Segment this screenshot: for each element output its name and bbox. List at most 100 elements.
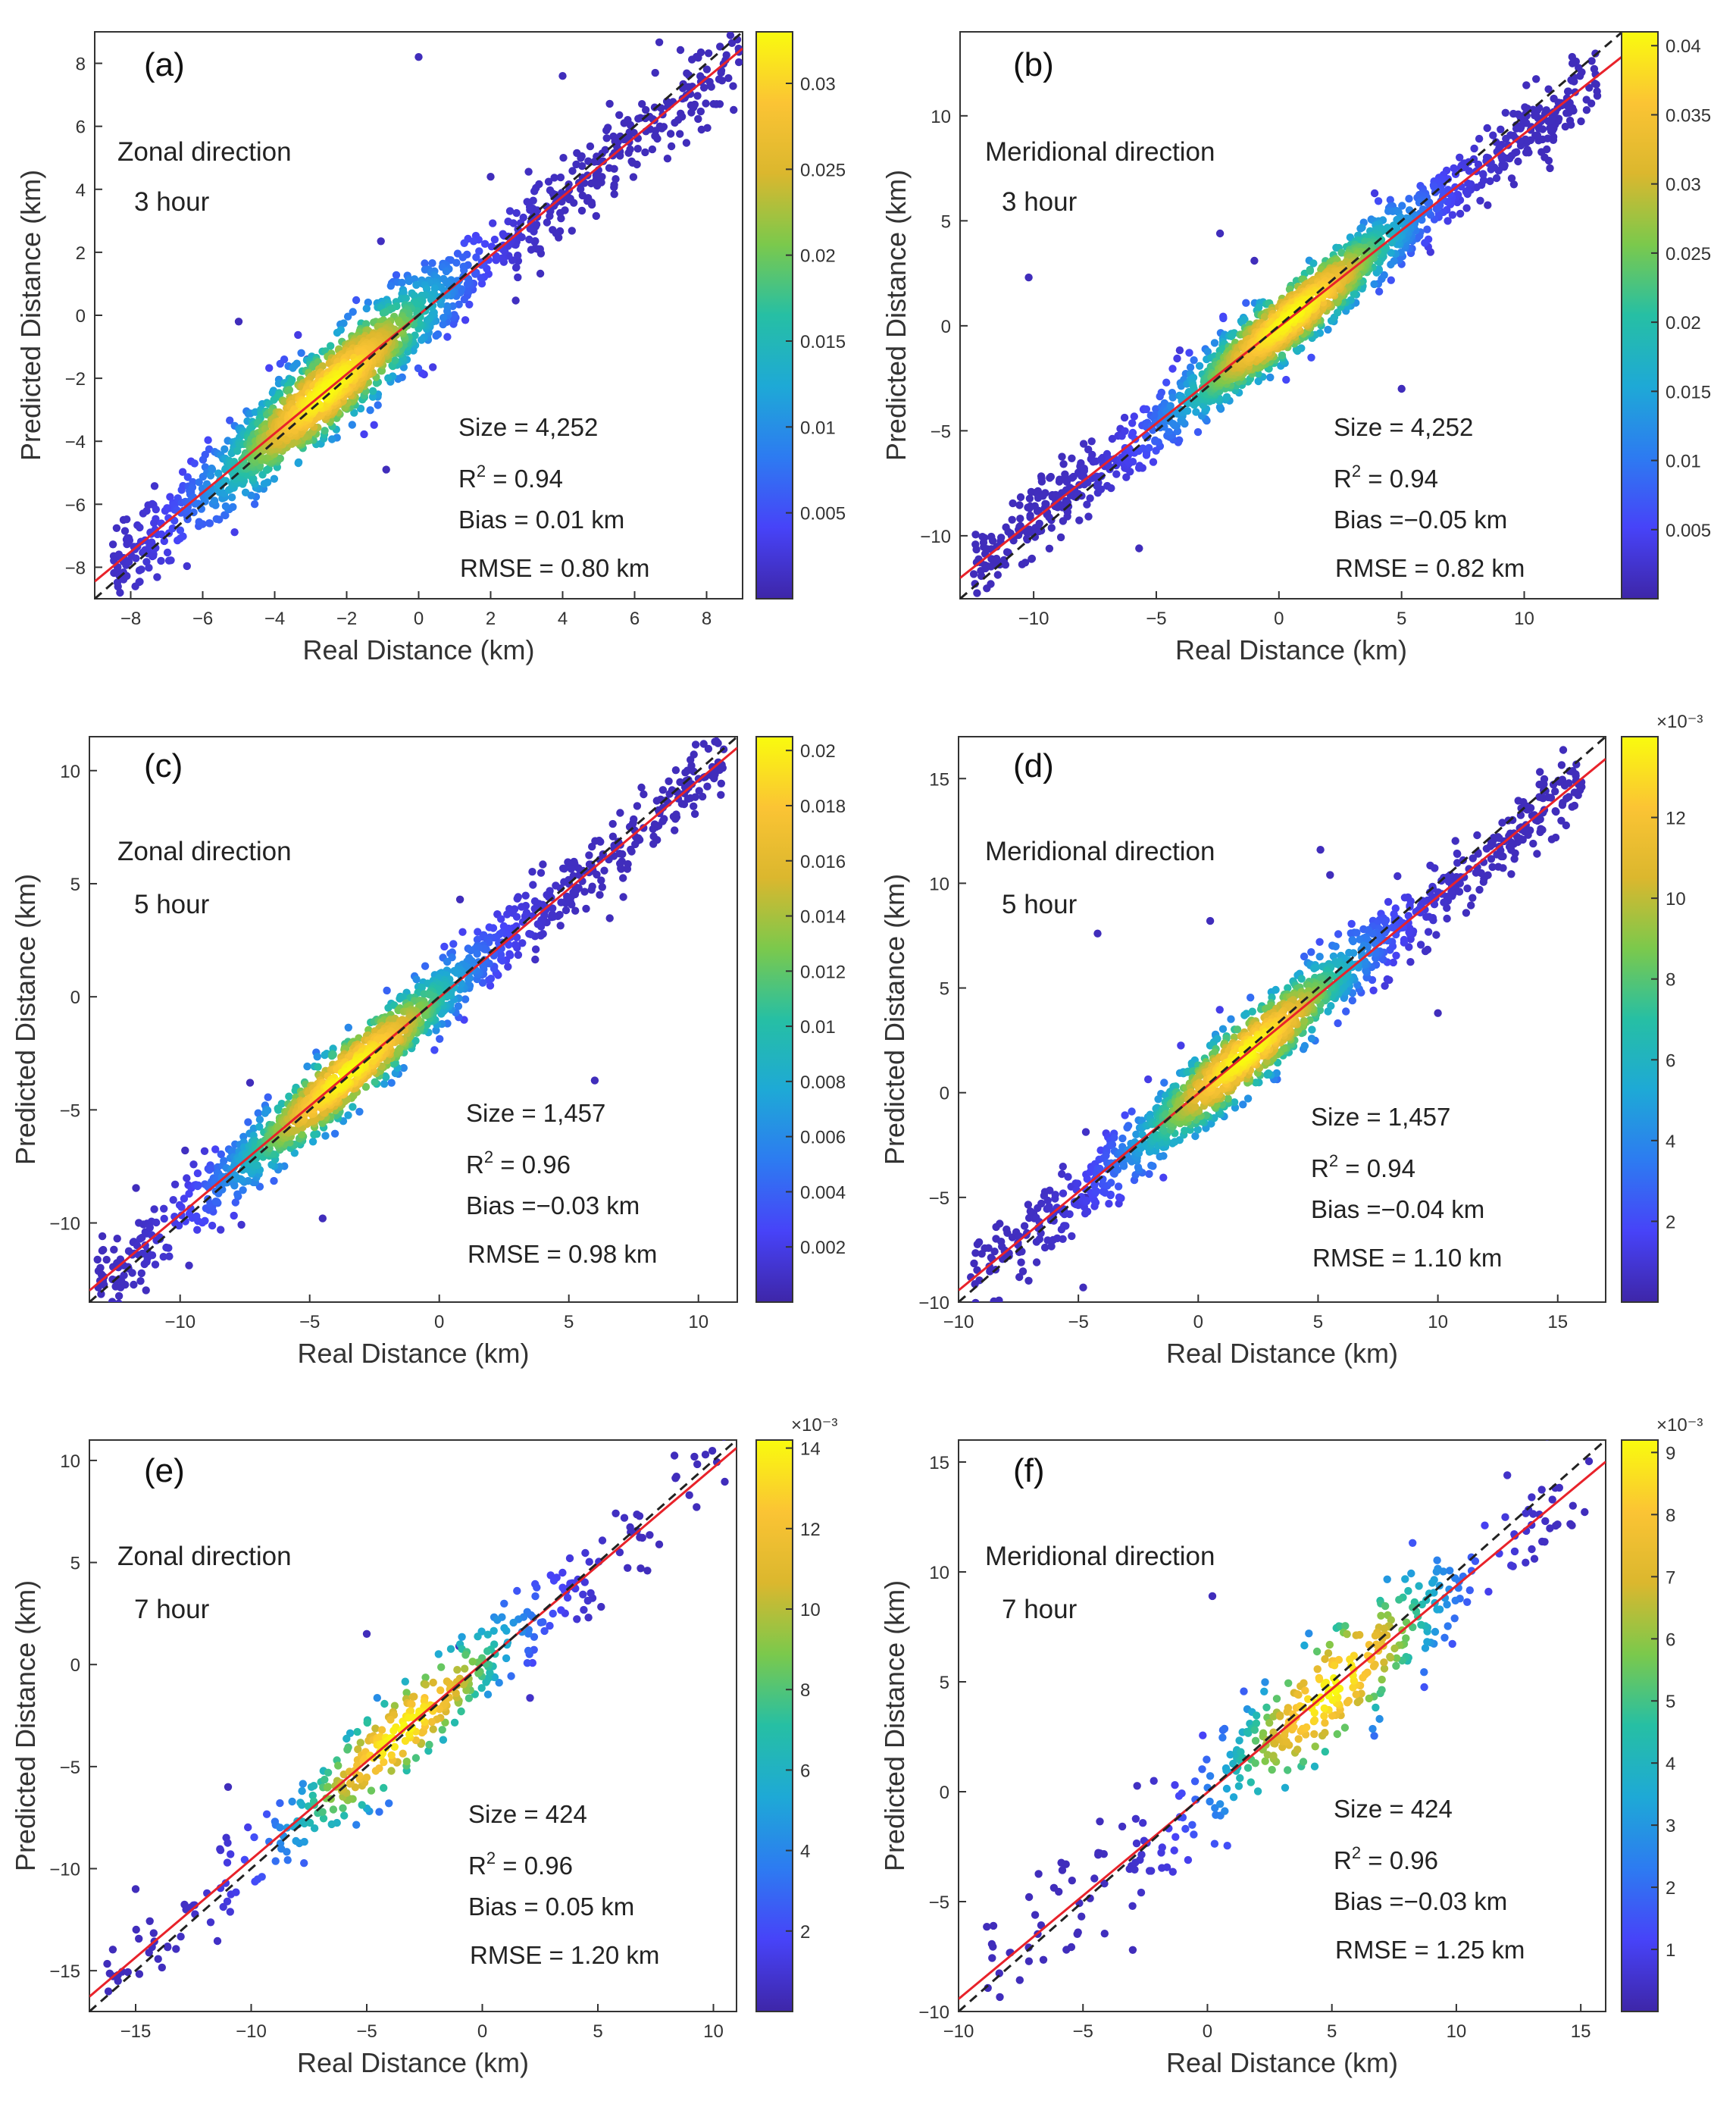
data-point	[1190, 384, 1198, 393]
data-point	[1486, 177, 1494, 186]
data-point	[590, 158, 599, 166]
data-point	[460, 295, 468, 304]
data-point	[192, 1212, 201, 1221]
data-point	[1546, 124, 1554, 133]
data-point	[578, 191, 586, 200]
data-point	[1128, 458, 1137, 466]
data-point	[199, 456, 208, 464]
data-point	[1210, 339, 1219, 347]
data-point	[521, 891, 530, 900]
data-point	[687, 101, 696, 110]
data-point	[379, 308, 388, 318]
data-point	[1470, 144, 1478, 153]
data-point	[602, 126, 611, 135]
data-point	[552, 881, 560, 890]
data-point	[568, 227, 576, 235]
data-point	[1142, 405, 1151, 414]
data-point	[1444, 175, 1453, 183]
colorbar-tick-label: 0.03	[800, 74, 836, 95]
data-point	[588, 882, 596, 891]
y-axis-label: Predicted Distance (km)	[15, 170, 46, 461]
data-point	[1282, 375, 1290, 384]
data-point	[402, 294, 410, 302]
data-point	[681, 8, 689, 16]
data-point	[270, 474, 279, 483]
data-point	[207, 1164, 216, 1173]
data-point	[152, 1218, 161, 1227]
data-point	[1562, 109, 1571, 117]
data-point	[246, 1079, 255, 1087]
data-point	[1292, 346, 1301, 354]
data-point	[211, 1145, 220, 1154]
data-point	[582, 904, 590, 913]
data-point	[233, 1190, 242, 1198]
data-point	[971, 531, 980, 539]
data-point	[421, 962, 430, 970]
colorbar-tick-label: 0.02	[1666, 313, 1701, 333]
data-point	[1242, 299, 1250, 307]
y-tick-label: 8	[76, 55, 86, 75]
data-point	[226, 416, 234, 424]
data-point	[549, 904, 557, 913]
data-point	[364, 298, 372, 307]
data-point	[123, 515, 131, 524]
data-point	[455, 300, 463, 308]
data-point	[1484, 201, 1492, 209]
y-tick-label: 0	[76, 306, 86, 327]
data-point	[612, 175, 620, 183]
data-point	[1035, 519, 1043, 528]
data-point	[1561, 122, 1569, 131]
data-point	[221, 445, 229, 453]
data-point	[430, 1046, 439, 1054]
data-point	[543, 218, 552, 227]
data-point	[260, 480, 269, 488]
data-point	[1587, 57, 1596, 65]
data-point	[596, 891, 604, 899]
data-point	[1203, 347, 1212, 356]
data-point	[1456, 209, 1465, 218]
data-point	[1387, 260, 1395, 269]
colorbar-tick-label: 0.02	[800, 246, 836, 267]
data-point	[987, 580, 995, 588]
data-point	[414, 53, 423, 61]
data-point	[474, 928, 482, 936]
y-tick-label: 4	[76, 180, 86, 201]
data-point	[1175, 346, 1184, 355]
data-point	[1423, 225, 1431, 233]
data-point	[1165, 427, 1173, 436]
data-point	[443, 302, 452, 311]
data-point	[475, 247, 483, 255]
data-point	[1567, 76, 1575, 84]
data-point	[437, 1010, 446, 1018]
data-point	[355, 1034, 363, 1042]
data-point	[1260, 313, 1269, 321]
data-point	[244, 1176, 252, 1185]
data-point	[165, 1252, 174, 1260]
data-point	[518, 918, 527, 926]
data-point	[1087, 437, 1096, 446]
data-point	[148, 1251, 157, 1260]
data-point	[1509, 180, 1519, 189]
colorbar-tick-label: 0.04	[1666, 36, 1701, 57]
data-point	[690, 802, 698, 811]
data-point	[1168, 393, 1177, 402]
data-point	[511, 941, 520, 949]
data-point	[1023, 535, 1031, 543]
data-point	[449, 940, 458, 948]
data-point	[371, 1078, 379, 1086]
data-point	[163, 548, 172, 557]
data-point	[383, 986, 391, 995]
data-point	[505, 207, 515, 215]
data-point	[177, 486, 186, 494]
data-point	[1577, 117, 1585, 126]
data-point	[1016, 493, 1025, 502]
x-tick-label: −2	[336, 609, 357, 629]
data-point	[577, 185, 585, 193]
data-point	[152, 506, 160, 514]
y-tick-label: 0	[941, 317, 951, 337]
data-point	[1464, 179, 1472, 188]
data-point	[1370, 280, 1378, 289]
data-point	[112, 524, 121, 532]
data-point	[608, 819, 617, 828]
